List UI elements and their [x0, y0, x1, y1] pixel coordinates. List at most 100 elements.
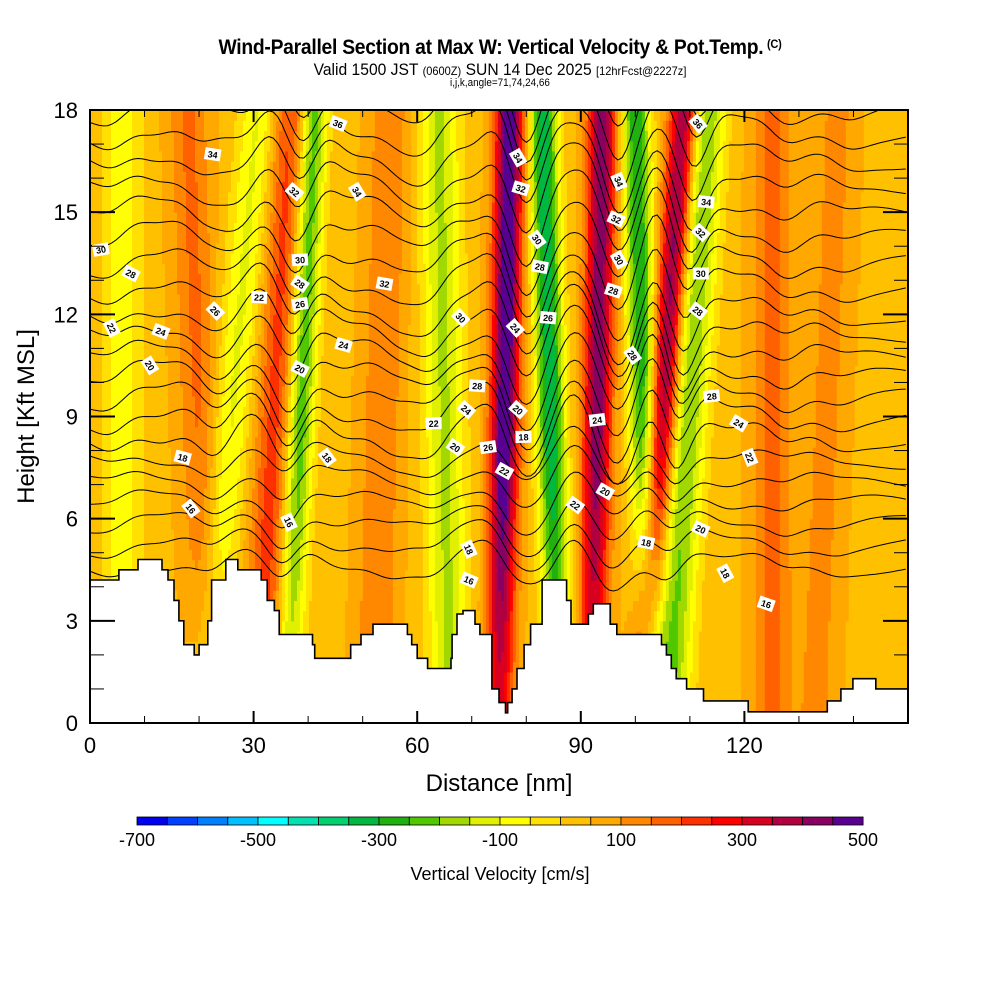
w-cell [602, 293, 607, 305]
w-cell [240, 355, 250, 366]
w-cell [701, 580, 742, 591]
w-cell [132, 498, 145, 509]
w-cell [437, 651, 445, 663]
w-cell [255, 253, 262, 264]
w-cell [443, 661, 454, 673]
w-cell [258, 355, 262, 366]
w-cell [485, 457, 490, 469]
w-cell [252, 426, 259, 438]
w-cell [605, 559, 610, 571]
w-cell [494, 355, 499, 366]
w-cell [285, 508, 289, 520]
w-cell [285, 436, 289, 448]
w-cell [677, 334, 682, 346]
w-cell [431, 375, 439, 387]
w-cell [656, 488, 664, 499]
w-cell [249, 488, 253, 499]
w-cell [309, 518, 316, 530]
w-cell [572, 610, 577, 622]
w-cell [650, 293, 655, 305]
w-cell [297, 334, 301, 346]
w-cell [563, 375, 568, 387]
w-cell [569, 314, 577, 326]
w-cell [554, 263, 559, 274]
w-cell [467, 324, 481, 336]
w-cell [611, 498, 616, 509]
w-cell [243, 498, 247, 509]
w-cell [518, 620, 526, 632]
w-cell [632, 477, 640, 489]
w-cell [542, 457, 547, 469]
w-cell [312, 396, 316, 407]
w-cell [779, 416, 790, 428]
w-cell [485, 498, 490, 509]
w-cell [392, 539, 409, 550]
w-cell [479, 569, 484, 581]
w-cell [788, 539, 811, 550]
w-cell [701, 498, 709, 509]
w-cell [297, 345, 301, 356]
w-cell [488, 375, 493, 387]
w-cell [536, 498, 541, 509]
w-cell [611, 293, 616, 305]
w-cell [401, 253, 412, 264]
w-cell [605, 396, 610, 407]
w-cell [300, 375, 307, 387]
w-cell [602, 273, 607, 285]
w-cell [392, 549, 409, 561]
w-cell [695, 600, 703, 612]
w-cell [644, 528, 649, 540]
w-cell [300, 590, 307, 601]
w-cell [629, 314, 634, 326]
w-cell [515, 518, 520, 530]
w-cell [668, 590, 676, 601]
w-cell [755, 498, 766, 509]
w-cell [707, 375, 718, 387]
w-cell [632, 283, 637, 295]
w-cell [581, 590, 586, 601]
w-cell [195, 416, 199, 428]
w-cell [440, 396, 451, 407]
w-cell [488, 253, 493, 264]
w-cell [668, 539, 673, 550]
w-cell [500, 273, 514, 285]
w-cell [581, 375, 586, 387]
w-cell [362, 580, 394, 591]
w-cell [611, 488, 616, 499]
w-cell [653, 273, 658, 285]
w-cell [683, 263, 688, 274]
w-cell [701, 334, 709, 346]
w-cell [237, 304, 247, 315]
w-cell [650, 355, 655, 366]
w-cell [602, 365, 607, 377]
w-cell [267, 345, 274, 356]
w-cell [536, 365, 541, 377]
w-cell [779, 447, 790, 458]
w-cell [422, 651, 433, 663]
w-cell [276, 273, 286, 285]
w-cell [419, 304, 427, 315]
w-cell [620, 528, 631, 540]
w-cell [755, 242, 766, 254]
w-cell [722, 273, 742, 285]
w-cell [551, 508, 556, 520]
w-cell [560, 242, 565, 254]
w-cell [563, 528, 568, 540]
w-cell [458, 528, 466, 540]
w-cell [662, 600, 667, 612]
w-cell [626, 498, 634, 509]
w-cell [521, 498, 529, 509]
w-cell [470, 457, 481, 469]
w-cell [521, 253, 526, 264]
w-cell [428, 273, 439, 285]
w-cell [575, 488, 580, 499]
w-cell [707, 508, 742, 520]
w-cell [704, 447, 712, 458]
w-cell [90, 436, 103, 448]
w-cell [683, 641, 688, 653]
w-cell [102, 539, 112, 550]
w-cell [629, 324, 634, 336]
w-cell [461, 426, 472, 438]
w-cell [279, 375, 286, 387]
w-cell [111, 242, 133, 254]
